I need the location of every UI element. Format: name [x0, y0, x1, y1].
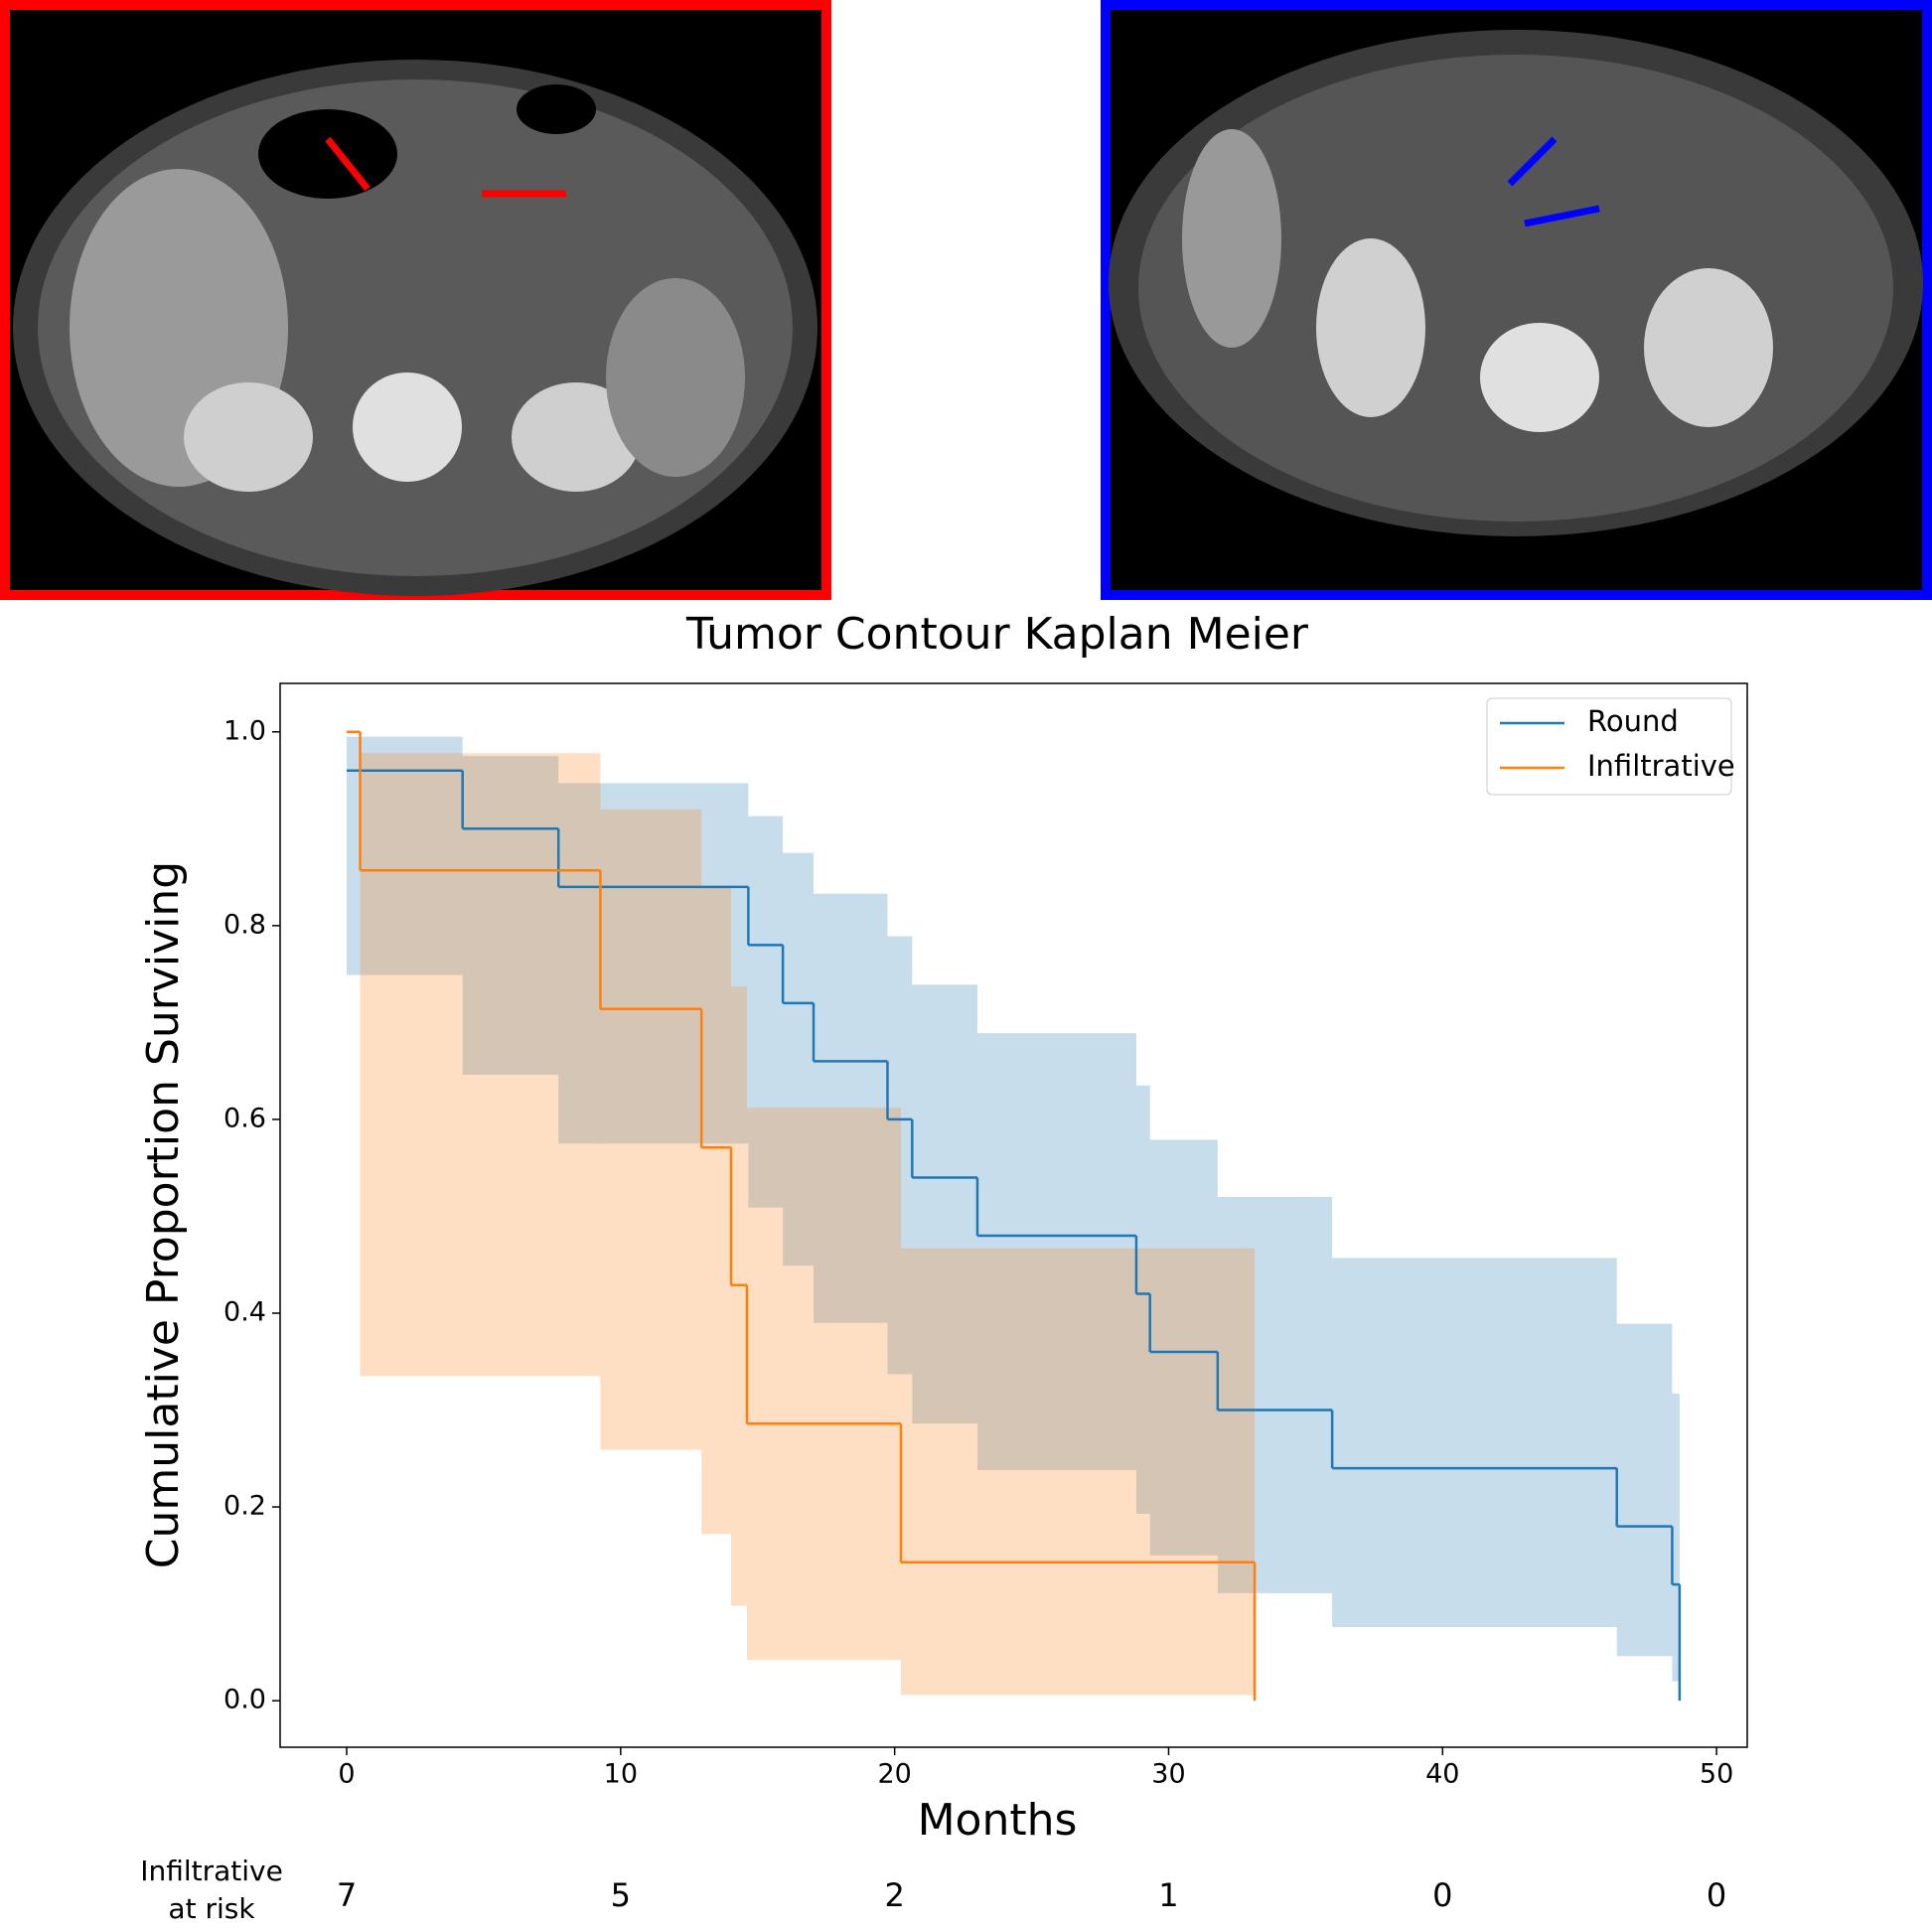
y-tick-label: 0.0: [223, 1685, 266, 1715]
confidence-band: [1616, 1323, 1673, 1657]
y-tick-label: 0.2: [223, 1491, 266, 1522]
y-tick-label: 0.6: [223, 1103, 266, 1133]
ct-image-right: [1101, 0, 1932, 600]
y-tick-label: 1.0: [223, 715, 266, 746]
confidence-band: [1135, 1085, 1150, 1514]
at-risk-count: 5: [611, 1876, 631, 1914]
x-tick-label: 10: [604, 1759, 638, 1790]
chart-title: Tumor Contour Kaplan Meier: [685, 609, 1309, 660]
confidence-band: [360, 753, 601, 1377]
axes-frame: [279, 682, 1748, 1748]
confidence-band: [976, 1033, 1136, 1471]
at-risk-count: 1: [1158, 1876, 1178, 1914]
plot-area: [347, 730, 1682, 1702]
confidence-band: [701, 886, 731, 1535]
legend-label: Round: [1587, 704, 1679, 738]
at-risk-label: at risk: [168, 1892, 255, 1925]
confidence-band: [912, 984, 977, 1424]
x-tick-label: 40: [1425, 1759, 1459, 1790]
confidence-band: [814, 893, 888, 1323]
confidence-band: [901, 1248, 1256, 1696]
x-axis-label: Months: [918, 1795, 1078, 1846]
at-risk-label: Infiltrative: [140, 1855, 283, 1887]
confidence-band: [1149, 1139, 1218, 1556]
x-tick-label: 0: [338, 1759, 355, 1790]
at-risk-count: 0: [1707, 1876, 1726, 1914]
confidence-band: [347, 736, 463, 975]
x-tick-label: 50: [1700, 1759, 1733, 1790]
legend-label: Infiltrative: [1587, 749, 1735, 783]
y-axis-label: Cumulative Proportion Surviving: [138, 861, 189, 1568]
y-tick-label: 0.8: [223, 909, 266, 940]
confidence-band: [1217, 1196, 1333, 1593]
confidence-band: [783, 852, 815, 1266]
x-tick-label: 30: [1151, 1759, 1185, 1790]
confidence-band: [746, 1108, 902, 1661]
confidence-band: [600, 809, 702, 1450]
confidence-band: [462, 756, 559, 1076]
confidence-band: [1672, 1393, 1680, 1682]
at-risk-count: 7: [337, 1876, 357, 1914]
x-tick-label: 20: [877, 1759, 911, 1790]
at-risk-count: 0: [1432, 1876, 1452, 1914]
confidence-band: [558, 783, 749, 1144]
confidence-band: [748, 816, 784, 1208]
confidence-band: [887, 936, 913, 1375]
y-tick-label: 0.4: [223, 1297, 266, 1328]
confidence-band: [730, 986, 747, 1606]
at-risk-count: 2: [884, 1876, 904, 1914]
ct-image-left: [0, 0, 831, 600]
confidence-band: [1332, 1258, 1617, 1628]
